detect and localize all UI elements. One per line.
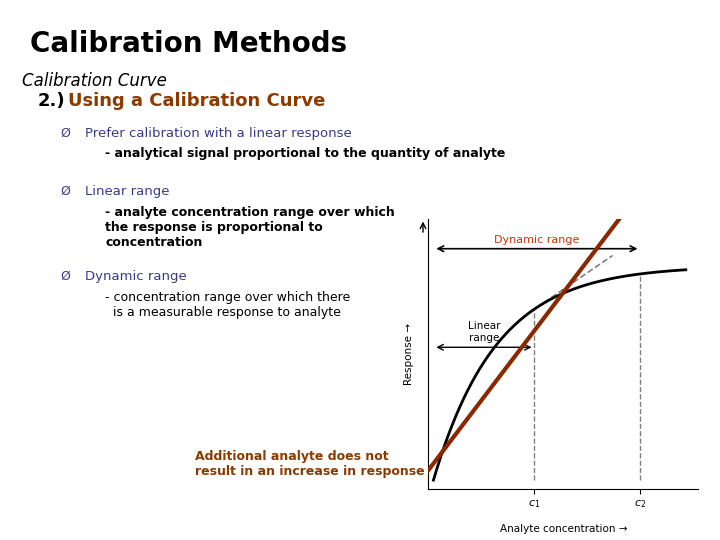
Text: Prefer calibration with a linear response: Prefer calibration with a linear respons… xyxy=(85,127,352,140)
Text: Additional analyte does not
result in an increase in response: Additional analyte does not result in an… xyxy=(195,450,425,478)
Text: Dynamic range: Dynamic range xyxy=(85,270,186,283)
Text: - concentration range over which there
  is a measurable response to analyte: - concentration range over which there i… xyxy=(105,291,350,319)
Text: 2.): 2.) xyxy=(38,92,66,110)
Text: Ø: Ø xyxy=(60,185,70,198)
Text: Analyte concentration →: Analyte concentration → xyxy=(500,524,627,534)
Text: Linear
range: Linear range xyxy=(468,321,500,343)
Text: Calibration Methods: Calibration Methods xyxy=(30,30,347,58)
Text: Ø: Ø xyxy=(60,270,70,283)
Text: Using a Calibration Curve: Using a Calibration Curve xyxy=(68,92,325,110)
Text: Dynamic range: Dynamic range xyxy=(494,235,580,246)
Text: - analytical signal proportional to the quantity of analyte: - analytical signal proportional to the … xyxy=(105,147,505,160)
Text: Response →: Response → xyxy=(405,323,415,384)
Text: - analyte concentration range over which
the response is proportional to
concent: - analyte concentration range over which… xyxy=(105,206,395,249)
Text: Ø: Ø xyxy=(60,127,70,140)
Text: Calibration Curve: Calibration Curve xyxy=(22,72,167,90)
Text: Linear range: Linear range xyxy=(85,185,169,198)
